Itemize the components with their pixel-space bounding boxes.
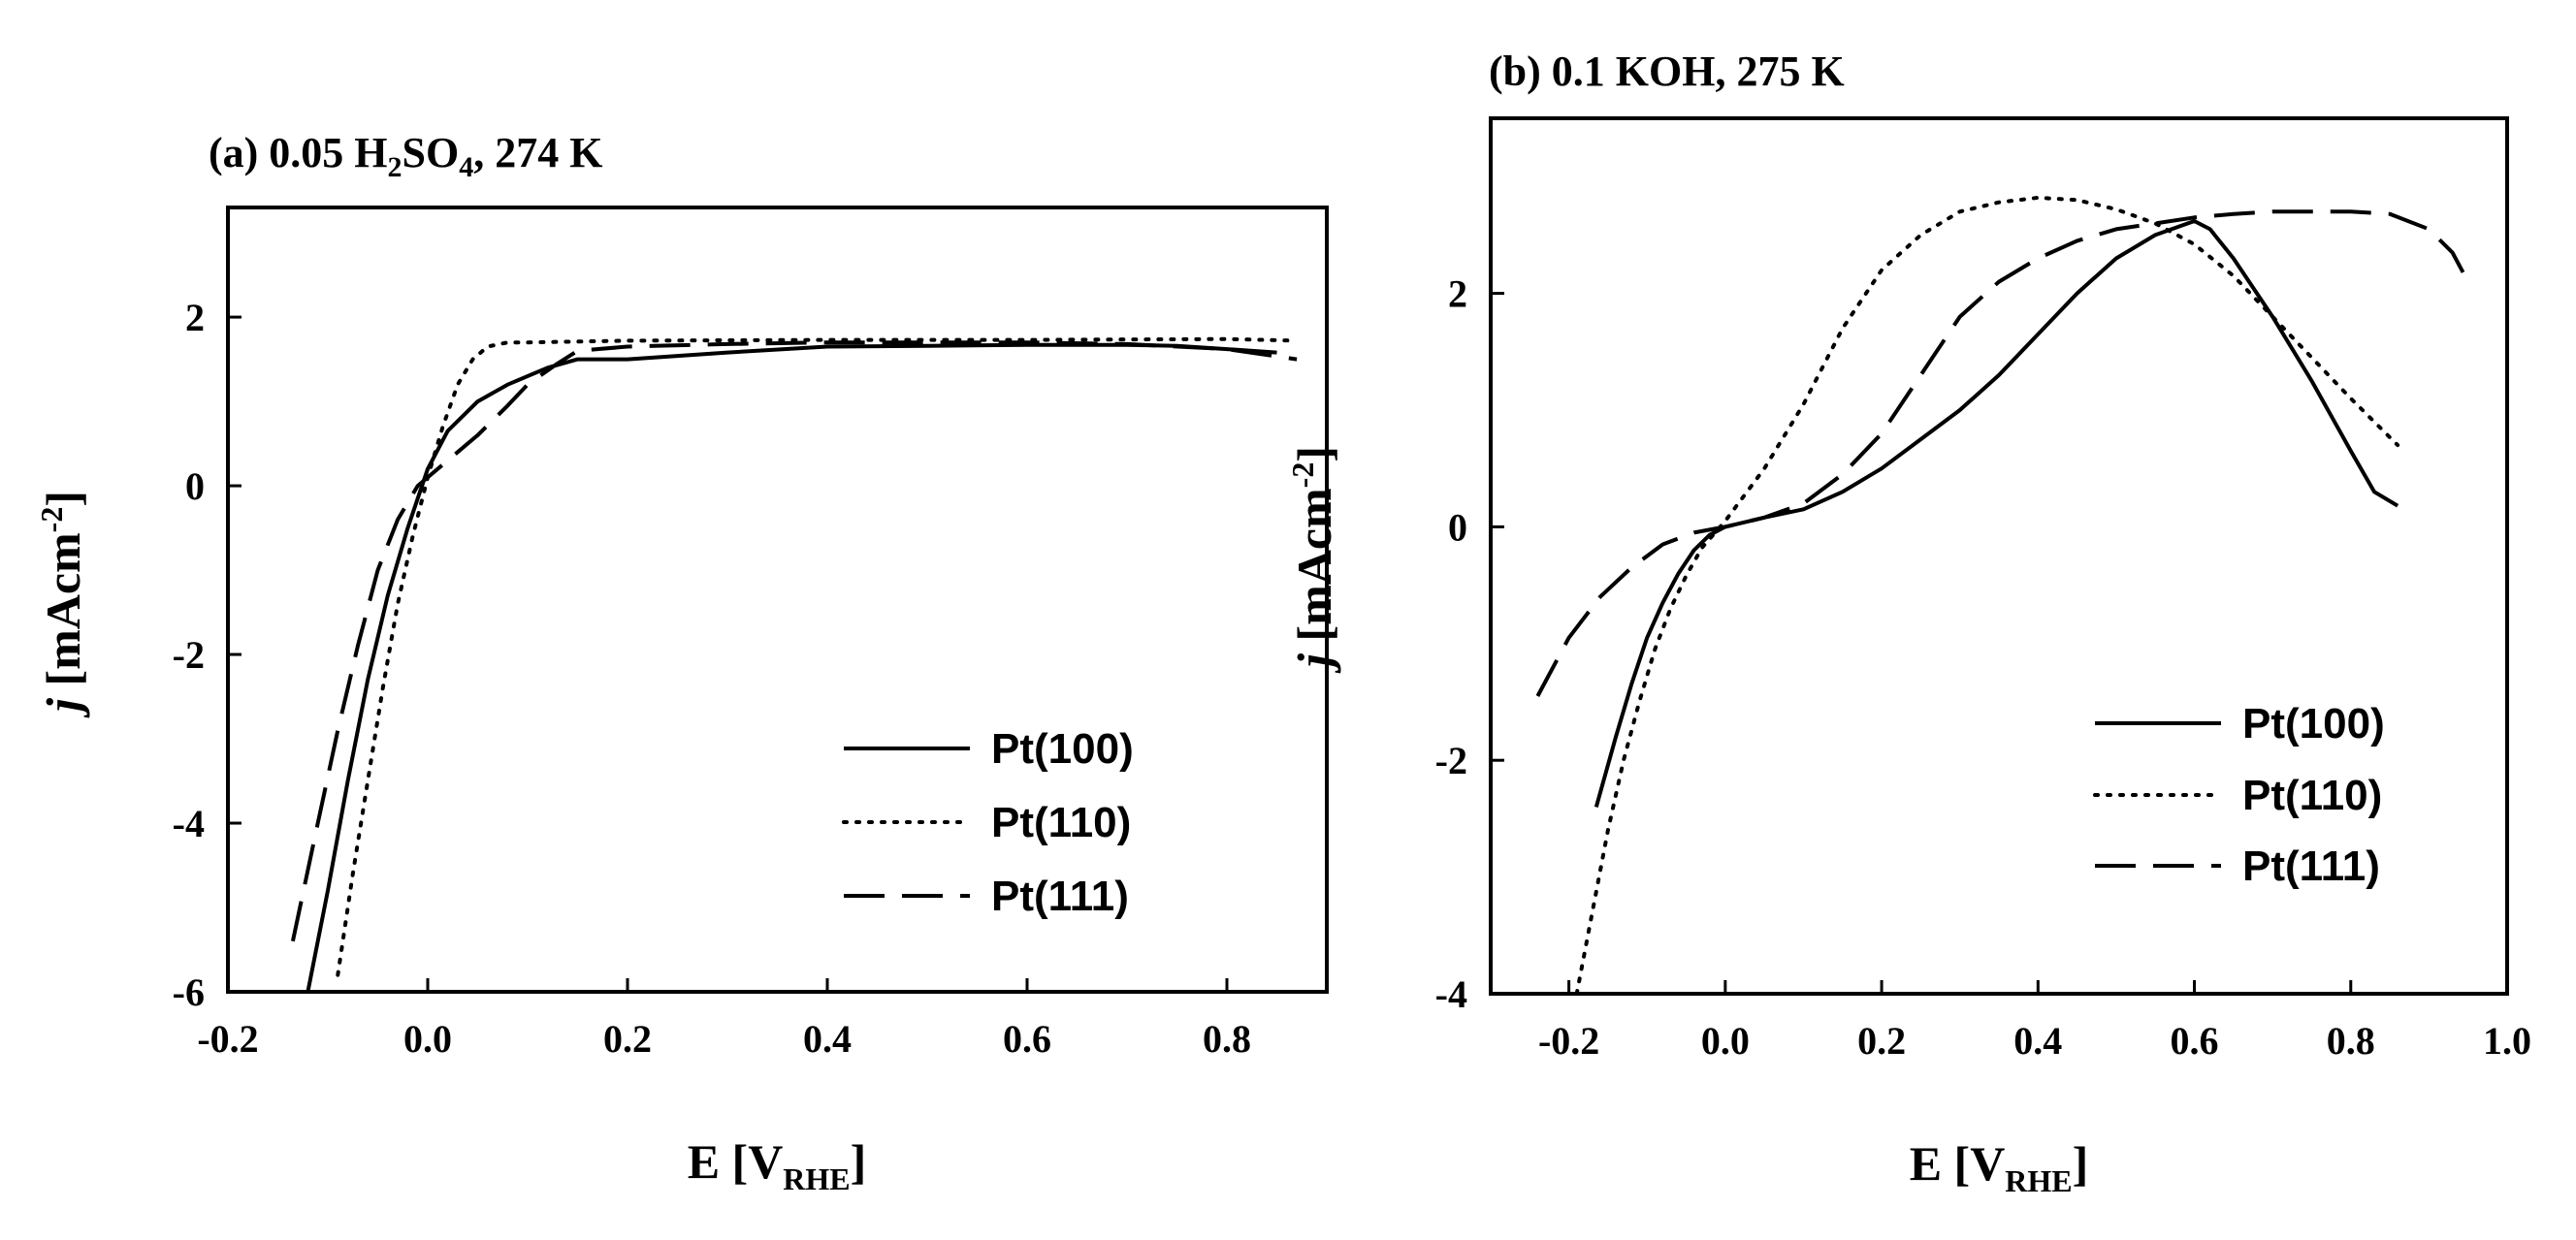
panel-a-series-pt110-line — [336, 336, 1300, 977]
panel-b-series — [1535, 195, 2470, 996]
panel-a-y-tick-label: -4 — [173, 802, 205, 845]
panel-b-x-tick-label: 0.2 — [1857, 1019, 1906, 1063]
panel-a-x-tick-label: 0.0 — [403, 1017, 452, 1061]
panel-a-series-pt100-line — [306, 342, 1277, 993]
panel-b-series-pt111-line — [1535, 209, 2470, 697]
panel-a-y-tick-label: 0 — [185, 464, 205, 508]
panel-b-y-tick-label: -2 — [1435, 739, 1467, 782]
panel-b-x-tick-label: 0.6 — [2171, 1019, 2219, 1063]
panel-b-legend-label-pt110: Pt(110) — [2242, 772, 2382, 819]
panel-a-legend-label-pt100: Pt(100) — [991, 725, 1134, 773]
panel-b-plot-frame — [1489, 116, 2509, 996]
panel-a-y-axis-label: j [mAcm-2] — [34, 491, 90, 718]
panel-a-plot-frame — [226, 206, 1329, 994]
panel-b-legend-label-pt111: Pt(111) — [2242, 843, 2380, 890]
panel-b-legend: Pt(100) Pt(110) Pt(111) — [2093, 700, 2385, 890]
panel-b-x-axis-label: E [VRHE] — [1910, 1136, 2089, 1198]
panel-a-series — [290, 336, 1300, 993]
panel-a-x-tick-label: -0.2 — [197, 1017, 258, 1061]
panel-a-legend: Pt(100) Pt(110) Pt(111) — [842, 725, 1134, 920]
panel-a-title: (a) 0.05 H2SO4, 274 K — [209, 129, 602, 183]
panel-a-x-tick-label: 0.6 — [1003, 1017, 1051, 1061]
panel-a-x-tick-label: 0.2 — [603, 1017, 652, 1061]
panel-b-x-tick-labels: -0.2 0.0 0.2 0.4 0.6 0.8 1.0 — [1538, 1019, 2531, 1063]
panel-a-x-tick-label: 0.4 — [803, 1017, 852, 1061]
panel-a-legend-label-pt110: Pt(110) — [991, 799, 1131, 846]
panel-a-y-tick-labels: 2 0 -2 -4 -6 — [173, 296, 205, 1014]
panel-a: (a) 0.05 H2SO4, 274 K -0.2 0.0 0.2 0.4 0.6 0.… — [34, 129, 1329, 1196]
panel-b-y-tick-label: -4 — [1435, 972, 1467, 1016]
panel-a-series-pt111-line — [290, 340, 1298, 942]
panel-b-y-tick-label: 2 — [1448, 272, 1467, 316]
panel-a-x-tick-labels: -0.2 0.0 0.2 0.4 0.6 0.8 — [197, 1017, 1251, 1061]
panel-b-title: (b) 0.1 KOH, 275 K — [1489, 48, 1845, 95]
panel-a-legend-label-pt111: Pt(111) — [991, 873, 1129, 920]
panel-a-y-tick-label: -2 — [173, 633, 205, 677]
panel-b-series-pt110-line — [1574, 195, 2400, 996]
panel-b-legend-label-pt100: Pt(100) — [2242, 700, 2385, 747]
panel-a-x-tick-label: 0.8 — [1203, 1017, 1251, 1061]
panel-b-series-pt100-line — [1594, 219, 2399, 808]
panel-a-y-tick-label: -6 — [173, 970, 205, 1014]
panel-b-x-tick-label: -0.2 — [1538, 1019, 1599, 1063]
panel-a-x-axis-label: E [VRHE] — [688, 1134, 867, 1196]
panel-b-x-tick-label: 0.4 — [2013, 1019, 2062, 1063]
panel-a-y-tick-label: 2 — [185, 296, 205, 339]
panel-b-x-tick-label: 0.0 — [1701, 1019, 1750, 1063]
panel-b-y-axis-label: j [mAcm-2] — [1285, 446, 1341, 674]
panel-b: (b) 0.1 KOH, 275 K -0.2 0.0 0.2 0.4 0.6 0.8 1.… — [1285, 48, 2531, 1198]
panel-b-y-tick-labels: 2 0 -2 -4 — [1435, 272, 1467, 1016]
panel-b-y-tick-label: 0 — [1448, 505, 1467, 549]
panel-b-x-tick-label: 0.8 — [2327, 1019, 2375, 1063]
panel-b-x-tick-label: 1.0 — [2483, 1019, 2531, 1063]
